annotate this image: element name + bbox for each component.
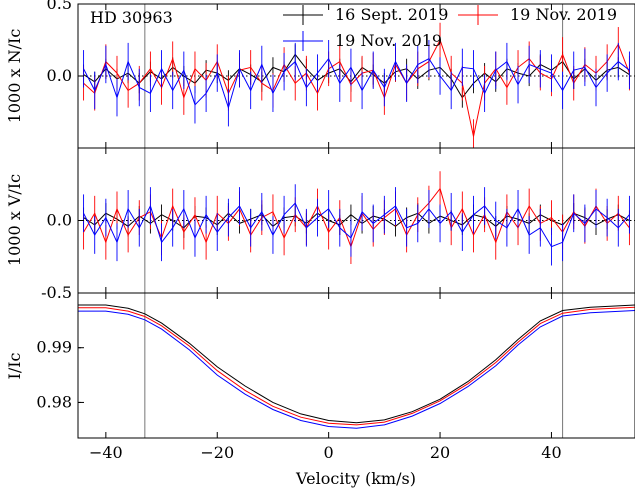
series-line-1 — [83, 38, 630, 137]
panel-n: 0.0 0.5 1000 x N/Ic HD 30963 16 Sept. 201… — [5, 0, 635, 149]
x-tick-label: 20 — [430, 443, 450, 462]
panel-i-plot — [78, 293, 635, 438]
legend-label: 19 Nov. 2019 — [510, 5, 617, 24]
panel-v-ylabel: 1000 x V/Ic — [5, 174, 24, 266]
panel-i-ylabel: I/Ic — [5, 352, 24, 379]
panel-n-yticks: 0.0 0.5 — [47, 0, 84, 85]
x-tick-label: 0 — [324, 443, 334, 462]
y-tick-label: 0.0 — [47, 211, 72, 230]
y-tick-label: 0.0 — [47, 66, 72, 85]
panel-n-plot — [78, 4, 635, 148]
star-name-annotation: HD 30963 — [90, 8, 173, 27]
x-tick-label: −40 — [89, 443, 123, 462]
x-tick-label: −20 — [200, 443, 234, 462]
series-line-0 — [83, 53, 630, 99]
series-line-0 — [78, 304, 635, 424]
panel-v-yticks: -0.5 0.0 — [41, 211, 84, 302]
panel-n-ylabel: 1000 x N/Ic — [5, 29, 24, 124]
series-line-2 — [83, 202, 630, 248]
x-axis-ticks: −40 −20 0 20 40 — [89, 4, 562, 462]
series-line-2 — [83, 57, 630, 110]
x-tick-label: 40 — [541, 443, 561, 462]
panel-i-frame — [77, 292, 635, 439]
panel-i-yticks: 0.98 0.99 — [36, 338, 84, 411]
legend-label: 19 Nov. 2019 — [335, 31, 442, 50]
legend: 16 Sept. 2019 19 Nov. 2019 19 Nov. 2019 — [283, 5, 617, 51]
legend-label: 16 Sept. 2019 — [335, 5, 448, 24]
series-line-2 — [78, 310, 635, 429]
y-tick-label: -0.5 — [41, 283, 72, 302]
series-line-0 — [83, 212, 630, 229]
panel-i: 0.98 0.99 −40 −20 0 20 40 I/Ic Velocity (km/s… — [5, 4, 635, 488]
series-line-1 — [78, 306, 635, 426]
panel-v-plot — [78, 148, 635, 293]
x-axis-label: Velocity (km/s) — [295, 469, 416, 488]
series-line-1 — [83, 187, 630, 249]
panel-v: -0.5 0.0 1000 x V/Ic — [5, 147, 635, 302]
y-tick-label: 0.5 — [47, 0, 72, 13]
y-tick-label: 0.98 — [36, 392, 72, 411]
y-tick-label: 0.99 — [36, 338, 72, 357]
